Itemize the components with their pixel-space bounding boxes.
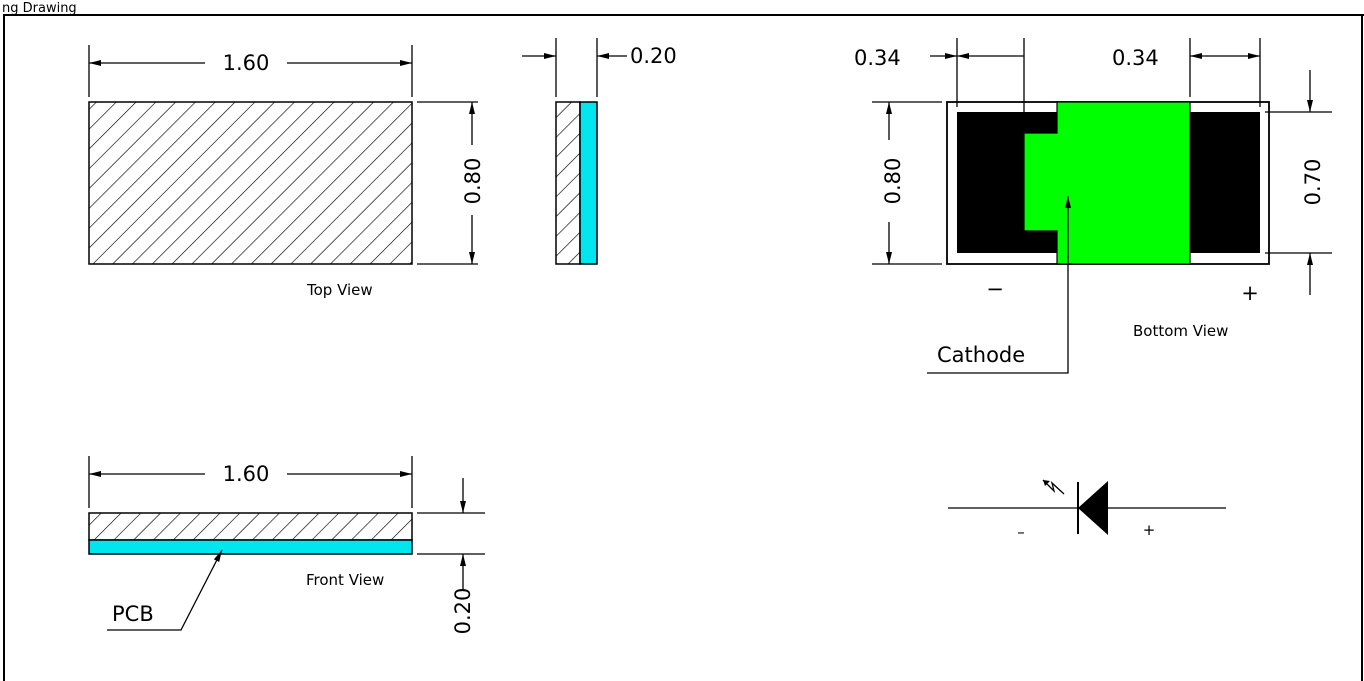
led-minus-sign: – xyxy=(1017,523,1025,541)
top-view-label: Top View xyxy=(306,281,373,299)
led-plus-sign: + xyxy=(1143,521,1156,539)
side-view-body xyxy=(555,101,581,265)
front-view: 1.60 0.20 Front View PCB xyxy=(88,456,485,635)
right-pad xyxy=(1190,112,1260,253)
front-view-thickness-dim: 0.20 xyxy=(451,588,475,635)
bottom-pad-height-dim: 0.70 xyxy=(1301,159,1325,206)
drawing-frame xyxy=(3,14,1364,681)
bottom-view-label: Bottom View xyxy=(1133,322,1228,340)
pcb-leader xyxy=(107,549,223,631)
bottom-height-dim: 0.80 xyxy=(881,158,905,205)
led-emission-icon xyxy=(1042,479,1065,495)
led-triangle xyxy=(1078,481,1108,535)
side-view-thickness-dim: 0.20 xyxy=(630,44,677,68)
bottom-left-pad-dim: 0.34 xyxy=(854,46,901,70)
bottom-minus-sign: − xyxy=(986,277,1004,301)
cathode-mark-pad xyxy=(1023,101,1191,265)
front-view-body xyxy=(88,512,413,541)
top-view-width-dim: 1.60 xyxy=(223,51,270,75)
pcb-label: PCB xyxy=(112,602,154,626)
cathode-label: Cathode xyxy=(937,343,1025,367)
cathode-leader xyxy=(927,196,1071,374)
front-view-label: Front View xyxy=(306,571,384,589)
bottom-view: 0.34 0.34 0.80 0.70 − + Cathode Bottom V… xyxy=(854,38,1332,374)
anode-side-pad xyxy=(957,112,1057,253)
bottom-plus-sign: + xyxy=(1241,281,1259,305)
bottom-right-pad-dim: 0.34 xyxy=(1112,46,1159,70)
led-symbol: – + xyxy=(948,479,1226,541)
header-caption: ng Drawing xyxy=(2,1,77,16)
side-view: 0.20 xyxy=(522,38,677,265)
side-view-pcb xyxy=(579,101,598,265)
top-view: 1.60 0.80 Top View xyxy=(88,45,485,299)
top-view-body xyxy=(88,101,413,265)
top-view-height-dim: 0.80 xyxy=(461,158,485,205)
front-view-pcb xyxy=(88,539,413,555)
front-view-width-dim: 1.60 xyxy=(223,462,270,486)
